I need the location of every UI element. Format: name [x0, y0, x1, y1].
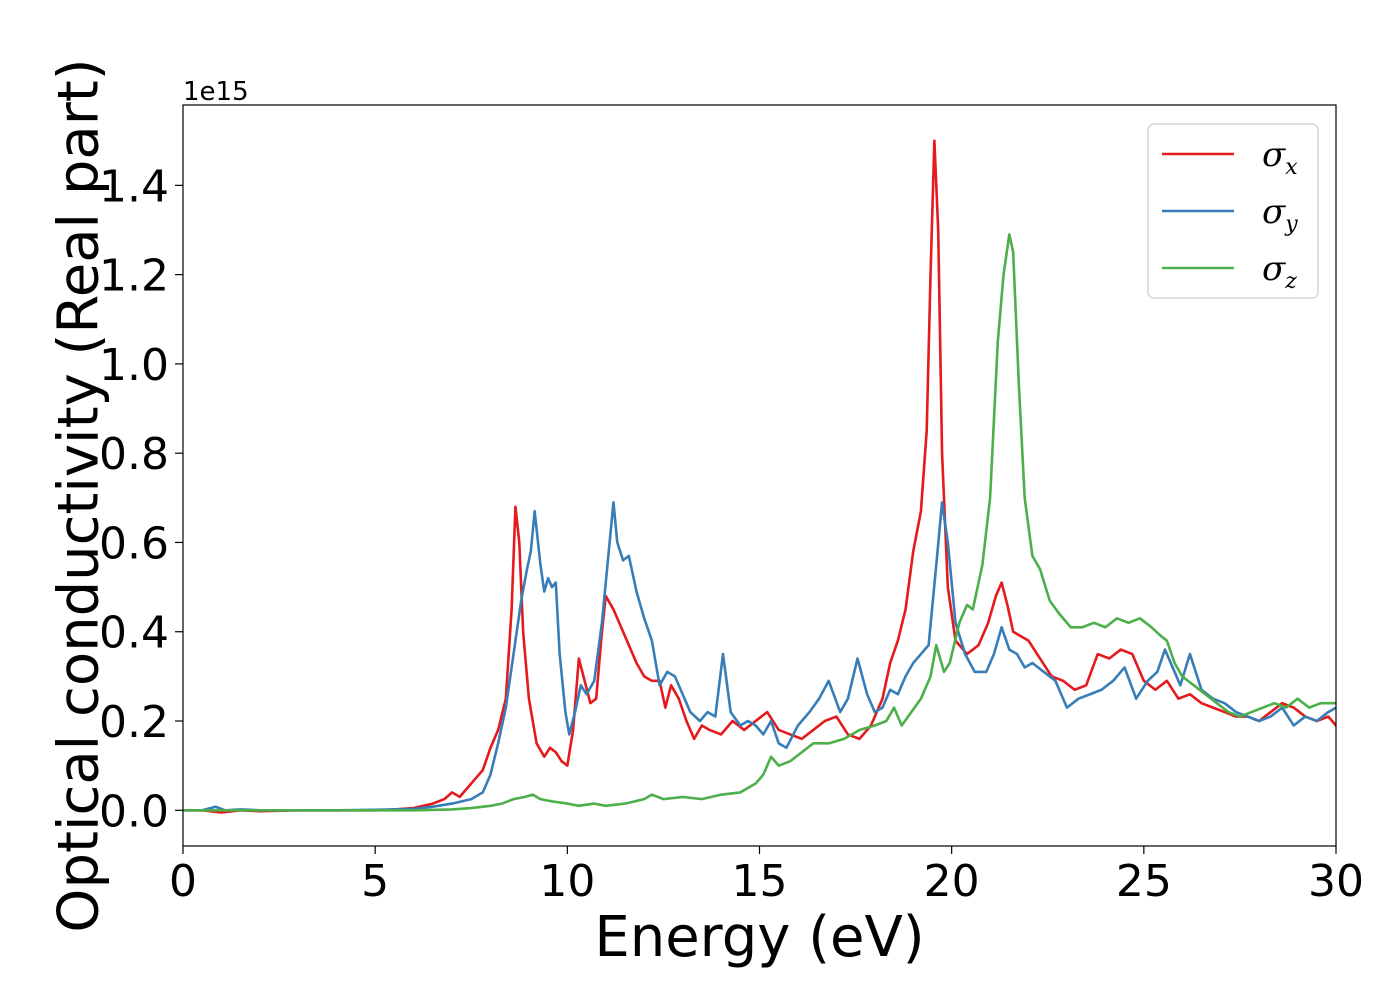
legend-entry-x: σx — [1162, 135, 1298, 180]
x-tick-label: 25 — [1116, 856, 1172, 907]
y-axis: 0.0 0.2 0.4 0.6 0.8 1.0 1.2 1.4 — [99, 161, 183, 837]
x-axis-title: Energy (eV) — [594, 905, 924, 970]
series-line-y — [183, 500, 1336, 812]
legend-label: σx — [1262, 135, 1298, 180]
x-tick-label: 30 — [1308, 856, 1364, 907]
x-tick-label: 5 — [361, 856, 389, 907]
legend: σx σy σz — [1147, 123, 1319, 299]
x-tick-label: 15 — [732, 856, 788, 907]
series-line-z — [183, 233, 1336, 812]
y-offset-label: 1e15 — [183, 77, 249, 107]
y-tick-label: 1.2 — [99, 251, 169, 302]
y-tick-label: 1.0 — [99, 340, 169, 391]
y-tick-label: 0.8 — [99, 429, 169, 480]
legend-label: σz — [1262, 249, 1297, 294]
y-tick-label: 0.4 — [99, 608, 169, 659]
x-tick-label: 10 — [539, 856, 595, 907]
y-axis-title: Optical conductivity (Real part) — [47, 58, 112, 932]
x-axis: 0 5 10 15 20 25 30 — [169, 846, 1364, 907]
legend-label: σy — [1262, 192, 1298, 237]
legend-entry-y: σy — [1162, 192, 1298, 237]
y-tick-label: 0.6 — [99, 518, 169, 569]
y-tick-label: 1.4 — [99, 161, 169, 212]
y-tick-label: 0.2 — [99, 697, 169, 748]
x-tick-label: 0 — [169, 856, 197, 907]
y-tick-label: 0.0 — [99, 786, 169, 837]
legend-entry-z: σz — [1162, 249, 1297, 294]
series-layer — [183, 139, 1336, 814]
x-tick-label: 20 — [924, 856, 980, 907]
